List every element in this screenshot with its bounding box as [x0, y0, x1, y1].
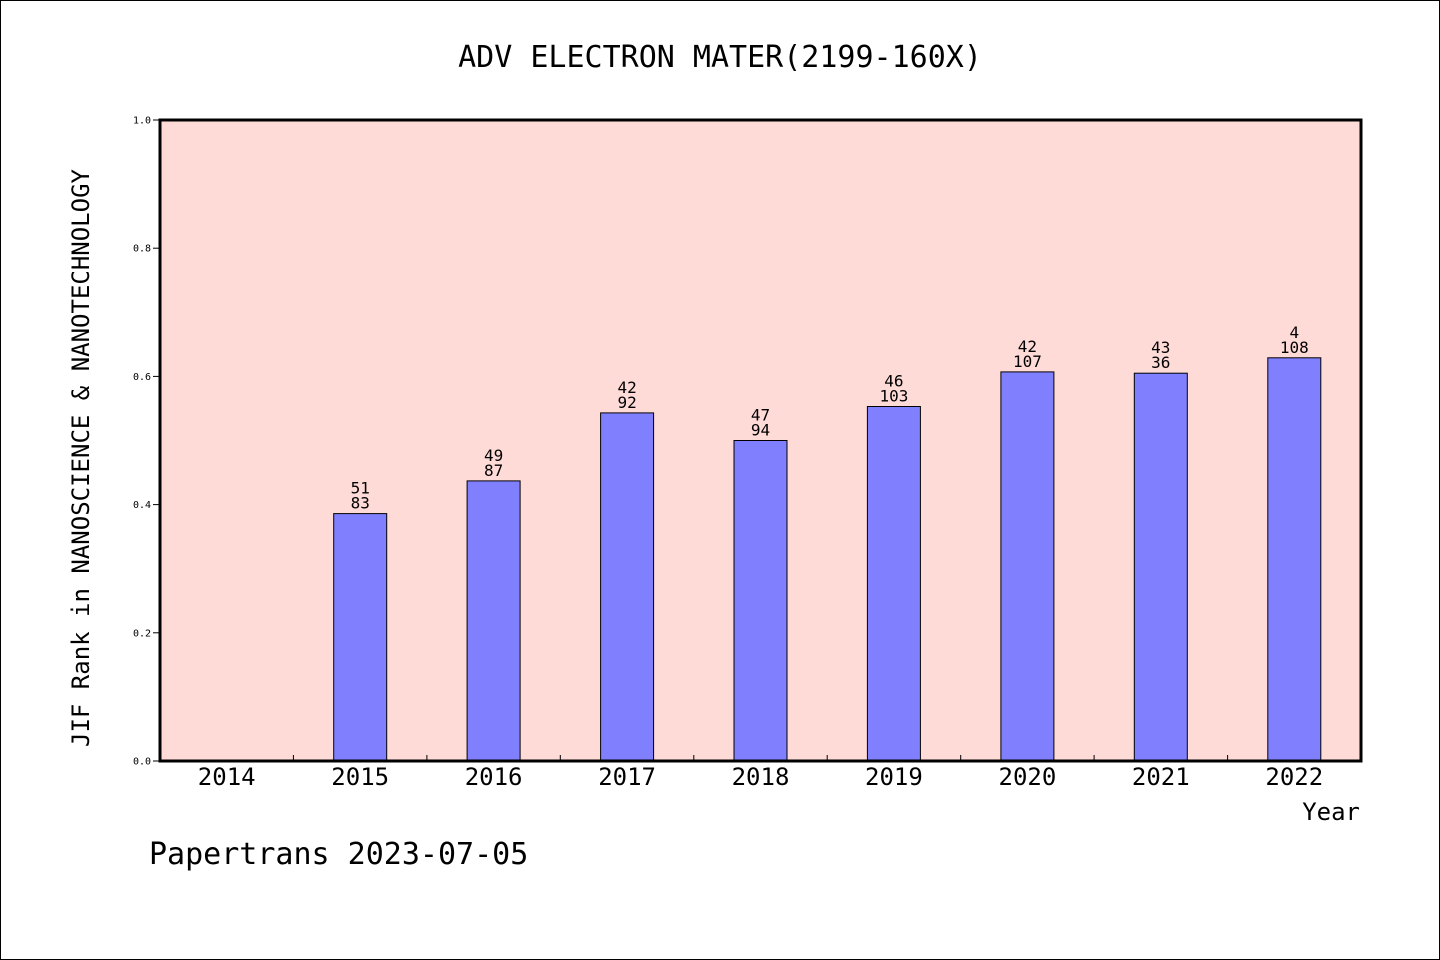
x-tick-label-2014: 2014 — [198, 763, 256, 791]
bar-label-top-2019: 46 — [884, 372, 903, 391]
plot-border — [158, 118, 1363, 763]
bar-2017 — [600, 412, 655, 762]
bar-label-top-2022: 4 — [1289, 323, 1299, 342]
bar-label-bottom-2018: 94 — [751, 421, 770, 440]
x-axis-label: Year — [1302, 798, 1360, 826]
bar-2016 — [466, 480, 521, 762]
x-tick-label-2020: 2020 — [999, 763, 1057, 791]
bar-2020 — [1000, 371, 1055, 762]
y-axis: 0.0 0.2 0.4 0.6 0.8 1.0 — [133, 116, 160, 768]
bar-label-bottom-2021: 36 — [1151, 353, 1170, 372]
x-tick-label-2015: 2015 — [331, 763, 389, 791]
bar-label-bottom-2015: 83 — [351, 494, 370, 513]
bar-label-top-2017: 42 — [617, 378, 636, 397]
bar-label-top-2020: 42 — [1018, 337, 1037, 356]
bar-label-top-2018: 47 — [751, 406, 770, 425]
x-axis: 2014 2015 2016 2017 2018 2019 2020 2021 2022 — [198, 755, 1323, 791]
x-tick-label-2022: 2022 — [1265, 763, 1323, 791]
footer-credit: Papertrans 2023-07-05 — [149, 837, 528, 872]
y-tick-label-0.8: 0.8 — [133, 244, 151, 255]
bars-layer — [333, 357, 1322, 762]
bar-2019 — [866, 406, 921, 762]
y-tick-label-0.6: 0.6 — [133, 372, 151, 383]
bar-2021 — [1133, 372, 1188, 762]
x-tick-label-2021: 2021 — [1132, 763, 1190, 791]
bar-label-top-2015: 51 — [351, 479, 370, 498]
bar-label-top-2021: 43 — [1151, 338, 1170, 357]
bar-label-bottom-2019: 103 — [879, 387, 908, 406]
bar-label-bottom-2017: 92 — [617, 393, 636, 412]
bar-2022 — [1267, 357, 1322, 762]
bar-label-top-2016: 49 — [484, 446, 503, 465]
bar-2015 — [333, 513, 388, 762]
chart-title: ADV ELECTRON MATER(2199-160X) — [458, 40, 982, 75]
bar-label-bottom-2022: 108 — [1280, 338, 1309, 357]
x-tick-label-2017: 2017 — [598, 763, 656, 791]
y-tick-label-0.0: 0.0 — [133, 757, 151, 768]
bar-label-bottom-2016: 87 — [484, 461, 503, 480]
x-tick-label-2019: 2019 — [865, 763, 923, 791]
y-tick-label-0.2: 0.2 — [133, 628, 151, 639]
y-tick-label-0.4: 0.4 — [133, 500, 151, 511]
y-axis-label: JIF Rank in NANOSCIENCE & NANOTECHNOLOGY — [67, 168, 95, 747]
bar-label-bottom-2020: 107 — [1013, 352, 1042, 371]
x-tick-label-2016: 2016 — [465, 763, 523, 791]
bar-2018 — [733, 440, 788, 762]
x-tick-label-2018: 2018 — [732, 763, 790, 791]
y-tick-label-1.0: 1.0 — [133, 116, 151, 127]
